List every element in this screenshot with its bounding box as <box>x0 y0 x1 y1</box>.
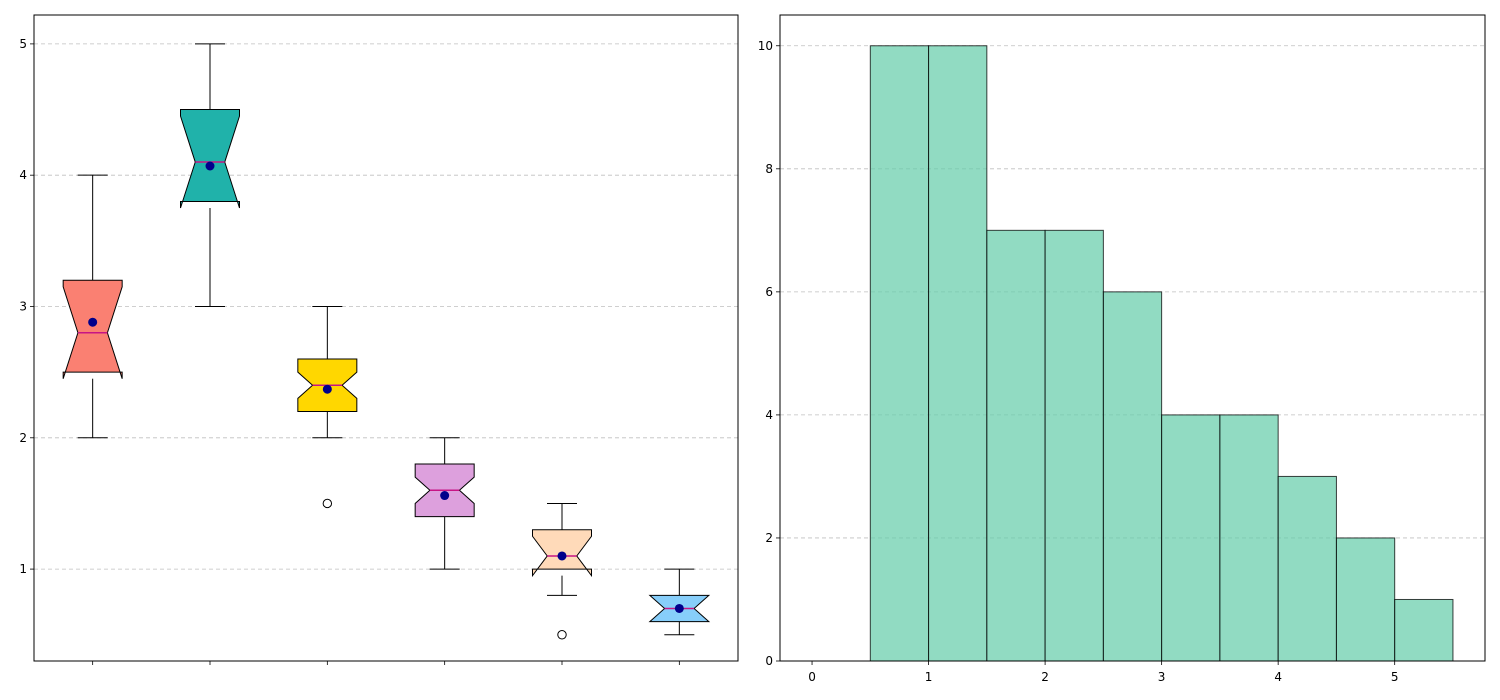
y-tick-label: 2 <box>19 431 27 445</box>
mean-marker <box>440 491 450 501</box>
box-5 <box>532 502 592 665</box>
histogram-bar <box>1335 537 1396 662</box>
box-1 <box>62 174 123 665</box>
y-tick-label: 2 <box>765 531 773 545</box>
histogram-bar <box>869 45 930 662</box>
mean-marker <box>88 317 98 327</box>
y-tick-label: 4 <box>765 408 773 422</box>
box-body <box>62 279 123 379</box>
y-tick-label: 5 <box>19 37 27 51</box>
x-tick-label: 3 <box>1158 670 1166 684</box>
box-6 <box>648 568 711 665</box>
axes-frame <box>33 14 739 662</box>
y-tick-label: 8 <box>765 162 773 176</box>
boxplot-panel: 1 2 3 4 5 <box>19 14 739 665</box>
y-tick-label: 10 <box>758 39 773 53</box>
y-tick-label: 1 <box>19 562 27 576</box>
y-tick-label: 3 <box>19 299 27 313</box>
outlier-point <box>557 630 567 640</box>
x-tick-label: 5 <box>1391 670 1399 684</box>
box-body <box>180 109 240 209</box>
histogram-bar <box>1277 475 1337 662</box>
histogram-bar <box>1044 229 1104 662</box>
axes-frame <box>779 14 1486 662</box>
y-tick-label: 0 <box>765 654 773 668</box>
mean-marker <box>205 161 215 171</box>
x-tick-label: 0 <box>808 670 816 684</box>
histogram-bar <box>1102 291 1163 662</box>
box-2 <box>180 43 240 665</box>
x-tick-label: 4 <box>1274 670 1282 684</box>
y-tick-label: 6 <box>765 285 773 299</box>
histogram-bar <box>1219 414 1279 662</box>
mean-marker <box>674 603 684 613</box>
mean-marker <box>557 551 567 561</box>
outlier-point <box>322 498 333 509</box>
x-tick-label: 2 <box>1041 670 1049 684</box>
box-3 <box>297 305 358 665</box>
histogram-bar <box>1394 598 1454 662</box>
histogram-bar <box>928 45 988 662</box>
histogram-bar <box>1161 414 1221 662</box>
histogram-bar <box>986 229 1046 662</box>
x-tick-label: 1 <box>925 670 933 684</box>
box-4 <box>414 437 475 665</box>
mean-marker <box>322 384 332 394</box>
y-tick-label: 4 <box>19 168 27 182</box>
histogram-panel: 0 2 4 6 8 10 0 1 2 3 4 5 <box>758 14 1486 684</box>
